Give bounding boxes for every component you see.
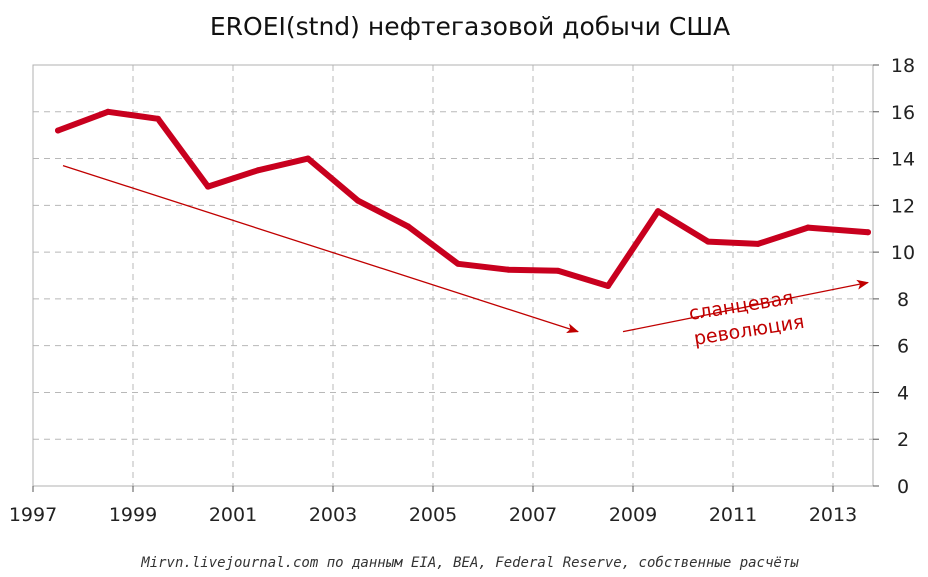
source-caption: Mirvn.livejournal.com по данным EIA, BEA… [140,555,799,571]
x-tick-label: 2013 [809,504,857,526]
data-point [455,260,461,267]
y-tick-label: 14 [891,149,915,171]
data-point [555,267,561,274]
x-tick-label: 2009 [609,504,657,526]
data-point [305,155,311,162]
x-tick-label: 2001 [209,504,257,526]
x-tick-label: 2003 [309,504,357,526]
y-tick-label: 12 [891,195,915,217]
y-tick-label: 8 [897,289,909,311]
series-layer [55,108,871,290]
y-tick-label: 2 [897,429,909,451]
x-tick-label: 1999 [109,504,157,526]
data-point [655,208,661,215]
x-tick-label: 2011 [709,504,757,526]
data-point [755,240,761,247]
y-tick-label: 18 [891,55,915,77]
chart-title: EROEI(stnd) нефтегазовой добычи США [210,12,730,41]
x-tick-label: 2007 [509,504,557,526]
data-point [505,266,511,273]
x-tick-label: 2005 [409,504,457,526]
data-point [55,127,61,134]
data-point [405,223,411,230]
x-tick-label: 1997 [9,504,57,526]
data-point [355,197,361,204]
data-point [105,108,111,115]
series-line [55,108,871,289]
y-tick-label: 16 [891,102,915,124]
tick-labels: 0 2 4 6 8 10 12 14 16 18 1997 1999 2001 2003 2005 2007 2… [9,55,915,526]
data-point [865,229,871,236]
data-point [605,283,611,290]
y-tick-label: 4 [897,382,909,404]
y-tick-label: 0 [897,476,909,498]
grid [33,65,873,486]
annotations: сланцевая революция [62,164,869,350]
plot-border [32,64,874,487]
y-tick-label: 10 [891,242,915,264]
y-tick-label: 6 [897,336,909,358]
arrow-up-annotation [622,279,869,333]
data-point [155,115,161,122]
data-point [205,183,211,190]
data-point [255,167,261,174]
data-point [805,224,811,231]
arrow-down-annotation [62,164,579,334]
data-point [705,238,711,245]
